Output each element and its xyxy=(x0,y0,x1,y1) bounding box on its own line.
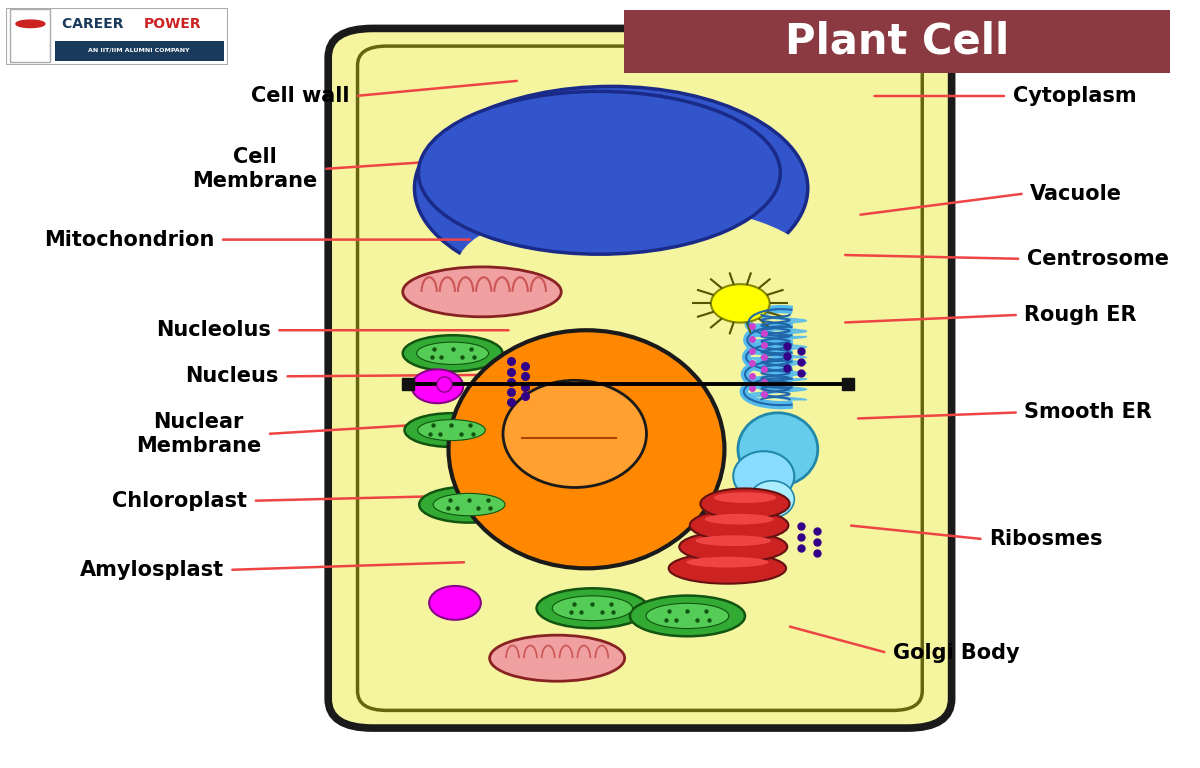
Text: POWER: POWER xyxy=(144,17,202,31)
Ellipse shape xyxy=(686,557,768,568)
Text: Mitochondrion: Mitochondrion xyxy=(44,230,215,250)
FancyBboxPatch shape xyxy=(581,5,1200,78)
Text: Plant Cell: Plant Cell xyxy=(785,21,1009,62)
Text: Centrosome: Centrosome xyxy=(1027,249,1169,269)
Ellipse shape xyxy=(416,342,488,365)
Circle shape xyxy=(430,586,481,620)
Ellipse shape xyxy=(536,588,648,628)
Ellipse shape xyxy=(690,510,788,541)
Text: AN IIT/IIM ALUMNI COMPANY: AN IIT/IIM ALUMNI COMPANY xyxy=(89,48,190,53)
FancyBboxPatch shape xyxy=(11,9,50,62)
Text: CAREER: CAREER xyxy=(61,17,128,31)
Ellipse shape xyxy=(704,514,774,525)
Ellipse shape xyxy=(503,380,647,488)
Ellipse shape xyxy=(701,488,790,519)
Text: Nucleus: Nucleus xyxy=(186,366,278,386)
Ellipse shape xyxy=(630,596,745,636)
Text: Smooth ER: Smooth ER xyxy=(1025,402,1152,422)
Ellipse shape xyxy=(418,419,485,441)
Text: Cytoplasm: Cytoplasm xyxy=(1013,86,1136,106)
Ellipse shape xyxy=(646,604,728,628)
Circle shape xyxy=(16,20,44,28)
Ellipse shape xyxy=(404,413,498,447)
FancyBboxPatch shape xyxy=(6,8,228,65)
Text: Cell wall: Cell wall xyxy=(251,86,349,106)
Ellipse shape xyxy=(714,492,776,503)
Ellipse shape xyxy=(419,487,518,522)
Text: Nucleolus: Nucleolus xyxy=(156,320,271,340)
Ellipse shape xyxy=(457,204,811,326)
Ellipse shape xyxy=(696,535,772,546)
Circle shape xyxy=(412,369,463,403)
Ellipse shape xyxy=(490,635,625,681)
Ellipse shape xyxy=(414,87,808,290)
Text: Cell
Membrane: Cell Membrane xyxy=(192,147,318,190)
Ellipse shape xyxy=(403,335,503,372)
FancyBboxPatch shape xyxy=(328,28,952,728)
Text: Ribosmes: Ribosmes xyxy=(989,529,1103,549)
Text: Amylosplast: Amylosplast xyxy=(79,560,223,580)
Circle shape xyxy=(710,284,769,323)
Text: Nuclear
Membrane: Nuclear Membrane xyxy=(136,412,262,455)
Ellipse shape xyxy=(552,596,632,621)
Ellipse shape xyxy=(733,452,794,501)
Ellipse shape xyxy=(679,531,787,562)
Text: Golgi Body: Golgi Body xyxy=(893,643,1020,663)
FancyBboxPatch shape xyxy=(55,41,223,61)
Text: Rough ER: Rough ER xyxy=(1025,305,1136,325)
Ellipse shape xyxy=(668,553,786,584)
Ellipse shape xyxy=(750,481,794,518)
Ellipse shape xyxy=(449,330,725,568)
Text: Chloroplast: Chloroplast xyxy=(112,491,247,511)
Ellipse shape xyxy=(433,493,505,516)
Text: Vacuole: Vacuole xyxy=(1031,184,1122,204)
Ellipse shape xyxy=(419,91,780,254)
Ellipse shape xyxy=(403,267,562,317)
Ellipse shape xyxy=(738,413,817,486)
